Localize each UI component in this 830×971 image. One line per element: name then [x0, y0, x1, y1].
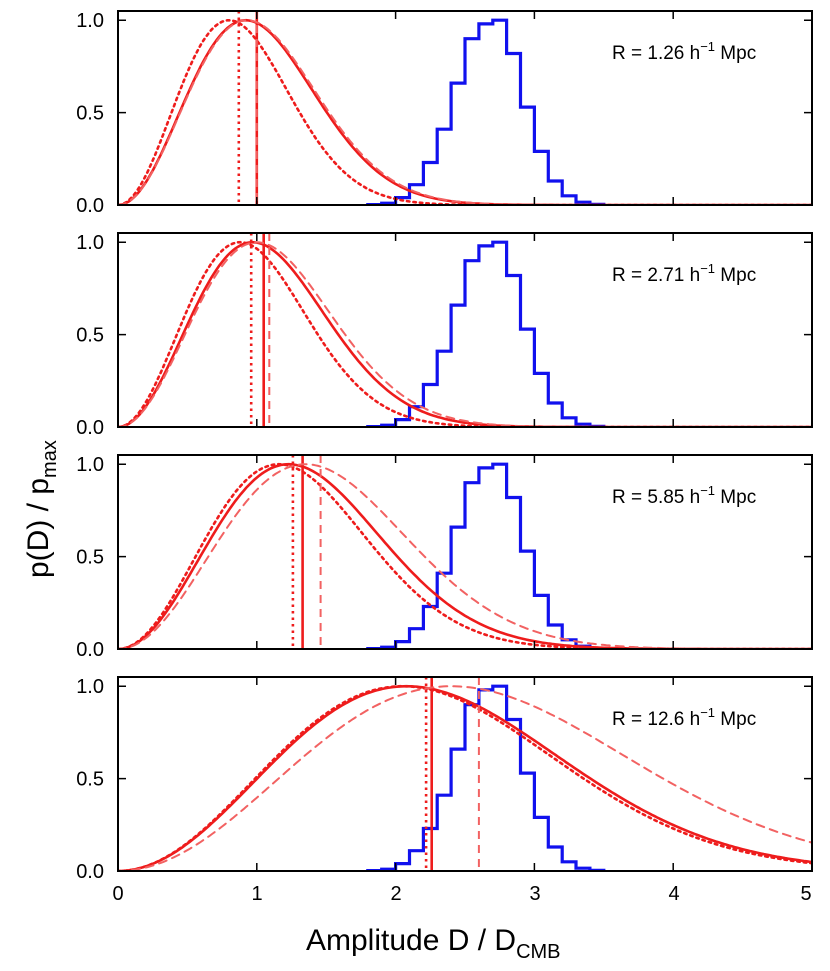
panel-label-main: R = 5.85 h — [612, 487, 700, 508]
y-tick-label: 1.0 — [76, 232, 104, 254]
panel-frame — [117, 454, 813, 650]
y-tick-label: 0.0 — [76, 195, 104, 217]
panel-label: R = 5.85 h−1 Mpc — [612, 483, 756, 508]
solid-curve — [118, 241, 812, 427]
panel-label-unit: Mpc — [715, 43, 756, 64]
panel-frame — [117, 10, 813, 206]
histogram-line — [366, 18, 606, 205]
x-tick-label: 3 — [529, 883, 540, 905]
panel: 0.0 0.5 1.0 R = 12.6 h−1 Mpc — [76, 676, 813, 883]
dotted-curve — [118, 240, 812, 427]
dotted-curve — [118, 684, 812, 871]
x-tick-label: 0 — [112, 883, 123, 905]
x-axis-label-subscript: CMB — [516, 941, 560, 963]
panel-label-unit: Mpc — [715, 487, 756, 508]
panel: 0.0 0.5 1.0 R = 2.71 h−1 Mpc — [76, 232, 813, 439]
panel-label-superscript: −1 — [700, 261, 715, 276]
x-tick-labels: 0 1 2 3 4 5 — [112, 883, 811, 905]
x-axis-label-main: Amplitude D / D — [306, 924, 516, 957]
y-tick-label: 1.0 — [76, 10, 104, 32]
dashed-curve — [118, 241, 812, 427]
y-tick-label: 0.5 — [76, 103, 104, 125]
panel: 0.0 0.5 1.0 R = 1.26 h−1 Mpc — [76, 10, 813, 217]
y-axis-label-main: p(D) / p — [22, 478, 55, 578]
x-axis-label: Amplitude D / DCMB — [306, 924, 561, 963]
solid-curve — [118, 18, 812, 205]
y-axis-label: p(D) / pmax — [22, 440, 61, 578]
histogram-line — [366, 462, 606, 649]
x-tick-label: 4 — [668, 883, 679, 905]
y-tick-label: 0.5 — [76, 325, 104, 347]
y-tick-label: 0.0 — [76, 639, 104, 661]
panel-label-superscript: −1 — [700, 483, 715, 498]
y-tick-label: 0.0 — [76, 861, 104, 883]
panel-plot-area — [118, 233, 812, 427]
x-tick-label: 1 — [251, 883, 262, 905]
panel-label: R = 2.71 h−1 Mpc — [612, 261, 756, 286]
panel-label-main: R = 12.6 h — [612, 709, 700, 730]
panel-label-superscript: −1 — [700, 39, 715, 54]
panel-label: R = 12.6 h−1 Mpc — [612, 705, 756, 730]
y-tick-label: 1.0 — [76, 676, 104, 698]
panel-label-superscript: −1 — [700, 705, 715, 720]
panel-frame — [117, 676, 813, 872]
panel-label-main: R = 2.71 h — [612, 265, 700, 286]
panel-label: R = 1.26 h−1 Mpc — [612, 39, 756, 64]
dashed-curve — [118, 685, 812, 871]
y-axis-label-subscript: max — [39, 440, 61, 478]
y-tick-label: 0.5 — [76, 547, 104, 569]
y-tick-label: 1.0 — [76, 454, 104, 476]
panel-label-unit: Mpc — [715, 265, 756, 286]
panel-label-unit: Mpc — [715, 709, 756, 730]
panel-label-main: R = 1.26 h — [612, 43, 700, 64]
panel-frame — [117, 232, 813, 428]
dashed-curve — [118, 463, 812, 649]
y-tick-label: 0.5 — [76, 769, 104, 791]
dotted-curve — [118, 462, 812, 649]
y-tick-label: 0.0 — [76, 417, 104, 439]
panel: 0.0 0.5 1.0 R = 5.85 h−1 Mpc — [76, 454, 813, 661]
x-tick-label: 2 — [390, 883, 401, 905]
x-tick-label: 5 — [800, 883, 811, 905]
histogram-line — [366, 240, 606, 427]
panel-plot-area — [118, 677, 812, 871]
